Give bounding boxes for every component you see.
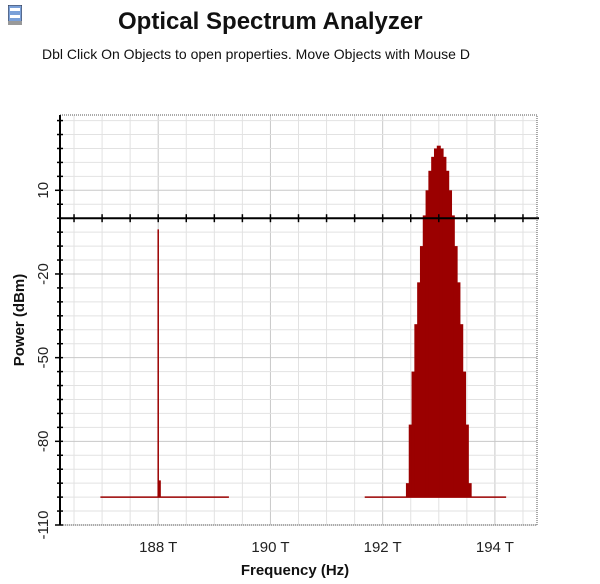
x-tick-label: 192 T <box>364 539 402 556</box>
x-tick-label: 190 T <box>251 539 289 556</box>
spectral-line <box>419 246 424 498</box>
spectral-line <box>428 170 433 498</box>
spectral-line <box>405 483 410 498</box>
spectral-line <box>453 246 458 498</box>
y-tick-label: -50 <box>35 347 52 369</box>
y-tick-label: -80 <box>35 430 52 452</box>
y-tick-label: -20 <box>35 263 52 285</box>
y-axis-title: Power (dBm) <box>11 274 28 367</box>
y-tick-label: -110 <box>35 511 52 540</box>
x-axis-title: Frequency (Hz) <box>241 562 349 579</box>
window-app-icon <box>8 5 22 25</box>
spectral-line <box>467 483 472 498</box>
spectral-line <box>450 215 455 498</box>
y-tick-label: 10 <box>35 182 52 199</box>
spectral-line <box>448 190 453 498</box>
spectral-line <box>436 145 441 498</box>
spectral-line <box>425 190 430 498</box>
spectral-line <box>431 156 436 498</box>
spectral-line <box>417 282 422 498</box>
spectral-line <box>439 148 444 498</box>
spectral-line <box>462 371 467 498</box>
spectral-line <box>445 170 450 498</box>
spectral-line <box>414 324 419 498</box>
x-tick-label: 188 T <box>139 539 177 556</box>
spectral-line <box>422 215 427 498</box>
instructions-text: Dbl Click On Objects to open properties.… <box>42 46 470 62</box>
spectral-line <box>442 156 447 498</box>
page-title: Optical Spectrum Analyzer <box>118 8 423 35</box>
spectrum-traces <box>100 145 507 498</box>
axes: 188 T 190 T 192 T 194 T 10 -20 -50 -80 -110 <box>35 115 539 556</box>
x-tick-label: 194 T <box>476 539 514 556</box>
spectral-line <box>411 371 416 498</box>
spectral-line <box>459 324 464 498</box>
spectral-line <box>464 424 469 498</box>
spectral-line <box>433 148 438 498</box>
spectral-line <box>456 282 461 498</box>
spectral-line <box>408 424 413 498</box>
